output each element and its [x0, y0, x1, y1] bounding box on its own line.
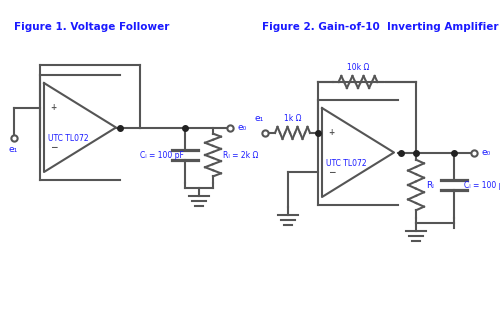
- Text: e₁: e₁: [8, 145, 18, 154]
- Text: +: +: [50, 103, 56, 113]
- Text: Rₗ = 2k Ω: Rₗ = 2k Ω: [223, 150, 258, 159]
- Text: Cₗ = 100 pF: Cₗ = 100 pF: [464, 181, 500, 189]
- Text: e₁: e₁: [254, 114, 264, 123]
- Text: Cₗ = 100 pF: Cₗ = 100 pF: [140, 150, 184, 159]
- Text: 10k Ω: 10k Ω: [347, 63, 369, 72]
- Text: e₀: e₀: [237, 123, 246, 132]
- Text: Figure 2. Gain-of-10  Inverting Amplifier: Figure 2. Gain-of-10 Inverting Amplifier: [262, 22, 498, 32]
- Text: Rₗ: Rₗ: [426, 181, 434, 189]
- Text: UTC TL072: UTC TL072: [48, 134, 88, 143]
- Text: Figure 1. Voltage Follower: Figure 1. Voltage Follower: [14, 22, 170, 32]
- Text: UTC TL072: UTC TL072: [326, 159, 366, 168]
- Text: −: −: [50, 143, 58, 151]
- Text: +: +: [328, 128, 334, 137]
- Text: 1k Ω: 1k Ω: [284, 114, 301, 123]
- Text: e₀: e₀: [481, 148, 490, 157]
- Text: −: −: [328, 168, 336, 177]
